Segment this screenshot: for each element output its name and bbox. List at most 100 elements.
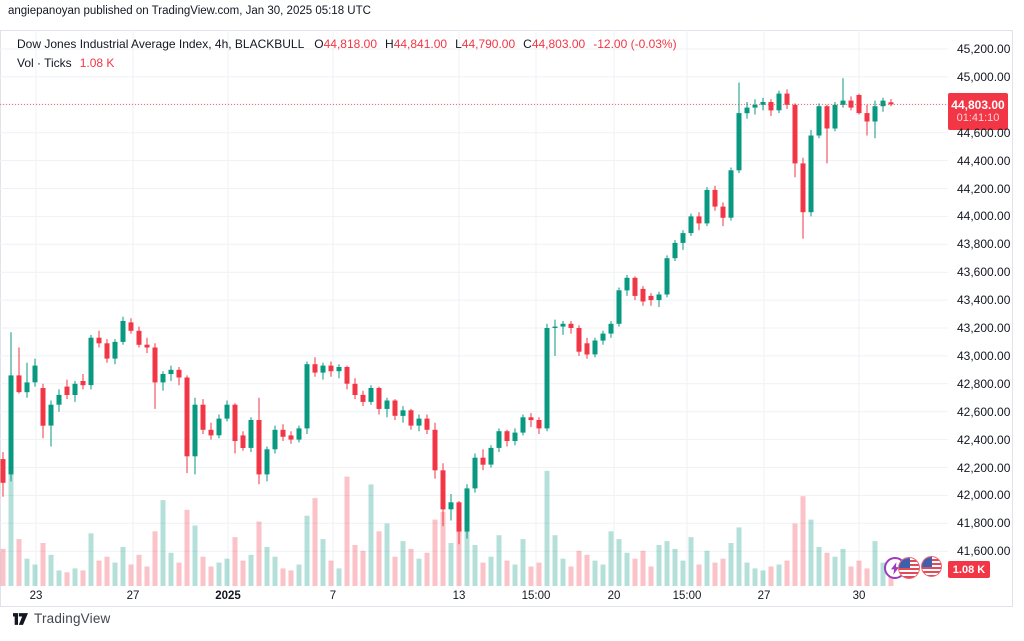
candle-body bbox=[800, 163, 806, 213]
volume-bar bbox=[200, 556, 206, 586]
volume-bar bbox=[736, 527, 742, 586]
symbol-title[interactable]: Dow Jones Industrial Average Index, 4h, … bbox=[17, 37, 305, 51]
volume-bar bbox=[256, 521, 262, 586]
candle-body bbox=[472, 457, 478, 489]
volume-bar bbox=[568, 566, 574, 586]
candle-body bbox=[696, 216, 702, 224]
volume-bar bbox=[448, 543, 454, 586]
us-flag-icon-volume bbox=[921, 556, 942, 577]
candle-body bbox=[320, 365, 326, 373]
volume-indicator-value: 1.08 K bbox=[79, 56, 115, 70]
candle-body bbox=[176, 369, 182, 378]
volume-bar bbox=[400, 541, 406, 586]
candle-body bbox=[480, 457, 486, 465]
volume-bar bbox=[488, 556, 494, 586]
volume-bar bbox=[16, 539, 22, 586]
price-scale-label: 44,600.00 bbox=[957, 125, 1011, 140]
candle-body bbox=[656, 294, 662, 301]
ohlc-low-value: 44,790.00 bbox=[461, 37, 516, 51]
volume-bar bbox=[768, 566, 774, 586]
volume-bar bbox=[96, 560, 102, 586]
volume-indicator-label: Vol · Ticks bbox=[17, 56, 72, 70]
candle-body bbox=[336, 367, 342, 372]
volume-bar bbox=[640, 550, 646, 586]
candle-body bbox=[856, 95, 862, 114]
candle-body bbox=[352, 383, 358, 395]
volume-bar bbox=[8, 461, 14, 586]
volume-bar bbox=[848, 566, 854, 586]
ohlc-open: O44,818.00 bbox=[314, 37, 378, 51]
candle-body bbox=[688, 216, 694, 234]
volume-bar bbox=[376, 531, 382, 586]
time-scale[interactable]: 23 27 2025 7 13 15:00 20 15:00 27 30 bbox=[0, 586, 1013, 607]
volume-bar bbox=[240, 560, 246, 586]
symbol-header-row[interactable]: Dow Jones Industrial Average Index, 4h, … bbox=[17, 35, 677, 54]
time-scale-label: 23 bbox=[29, 590, 43, 602]
tradingview-logo-text: TradingView bbox=[34, 611, 111, 626]
time-scale-label: 15:00 bbox=[672, 590, 702, 602]
candle-body bbox=[304, 364, 310, 429]
volume-bar bbox=[384, 523, 390, 586]
candle-body bbox=[584, 343, 590, 355]
time-scale-label: 20 bbox=[607, 590, 621, 602]
volume-bar bbox=[328, 560, 334, 586]
candle-body bbox=[568, 323, 574, 328]
volume-bar bbox=[696, 564, 702, 586]
ohlc-low: L44,790.00 bbox=[455, 37, 516, 51]
price-scale[interactable]: 44,803.00 01:41:10 1.08 K 45,200.00 45,00… bbox=[946, 30, 1013, 586]
candle-body bbox=[888, 102, 894, 105]
volume-bar bbox=[440, 511, 446, 586]
price-scale-label: 42,200.00 bbox=[957, 460, 1011, 475]
volume-bar bbox=[672, 548, 678, 586]
candle-body bbox=[496, 431, 502, 448]
volume-bar bbox=[80, 570, 86, 586]
volume-bar bbox=[336, 568, 342, 586]
volume-bar bbox=[760, 570, 766, 586]
volume-bar bbox=[480, 562, 486, 586]
volume-bar bbox=[856, 560, 862, 586]
volume-bar bbox=[624, 552, 630, 586]
volume-bar bbox=[296, 564, 302, 586]
candlestick-chart[interactable] bbox=[0, 30, 948, 586]
candle-body bbox=[256, 420, 262, 475]
volume-bar bbox=[456, 529, 462, 586]
volume-bar bbox=[752, 568, 758, 586]
volume-bar bbox=[688, 537, 694, 586]
volume-bar bbox=[584, 554, 590, 586]
volume-bar bbox=[160, 500, 166, 586]
candle-body bbox=[392, 400, 398, 416]
chart-frame bbox=[0, 30, 1013, 607]
volume-bar bbox=[144, 566, 150, 586]
last-price-value: 44,803.00 bbox=[951, 98, 1005, 113]
candle-body bbox=[808, 135, 814, 213]
candle-body bbox=[760, 102, 766, 105]
candle-body bbox=[552, 326, 558, 328]
candle-body bbox=[400, 410, 406, 416]
candle-body bbox=[88, 337, 94, 386]
candle-body bbox=[880, 100, 886, 107]
volume-bar bbox=[432, 519, 438, 586]
volume-bar bbox=[344, 476, 350, 586]
volume-bar bbox=[208, 566, 214, 586]
volume-bar bbox=[680, 560, 686, 586]
volume-bar bbox=[408, 548, 414, 586]
candle-body bbox=[32, 365, 38, 383]
candle-body bbox=[64, 386, 70, 395]
candle-body bbox=[544, 328, 550, 429]
time-scale-label: 27 bbox=[126, 590, 140, 602]
candle-body bbox=[232, 404, 238, 441]
candle-body bbox=[456, 502, 462, 532]
volume-bar bbox=[864, 568, 870, 586]
volume-bar bbox=[392, 556, 398, 586]
candle-body bbox=[48, 404, 54, 426]
candle-body bbox=[144, 344, 150, 348]
volume-bar bbox=[152, 531, 158, 586]
volume-bar bbox=[552, 535, 558, 586]
volume-indicator-row[interactable]: Vol · Ticks 1.08 K bbox=[17, 54, 677, 73]
tradingview-logo[interactable]: TradingView bbox=[13, 611, 111, 626]
chart-pane[interactable] bbox=[0, 30, 948, 586]
candle-body bbox=[104, 343, 110, 359]
volume-bar bbox=[72, 568, 78, 586]
volume-bar bbox=[784, 560, 790, 586]
